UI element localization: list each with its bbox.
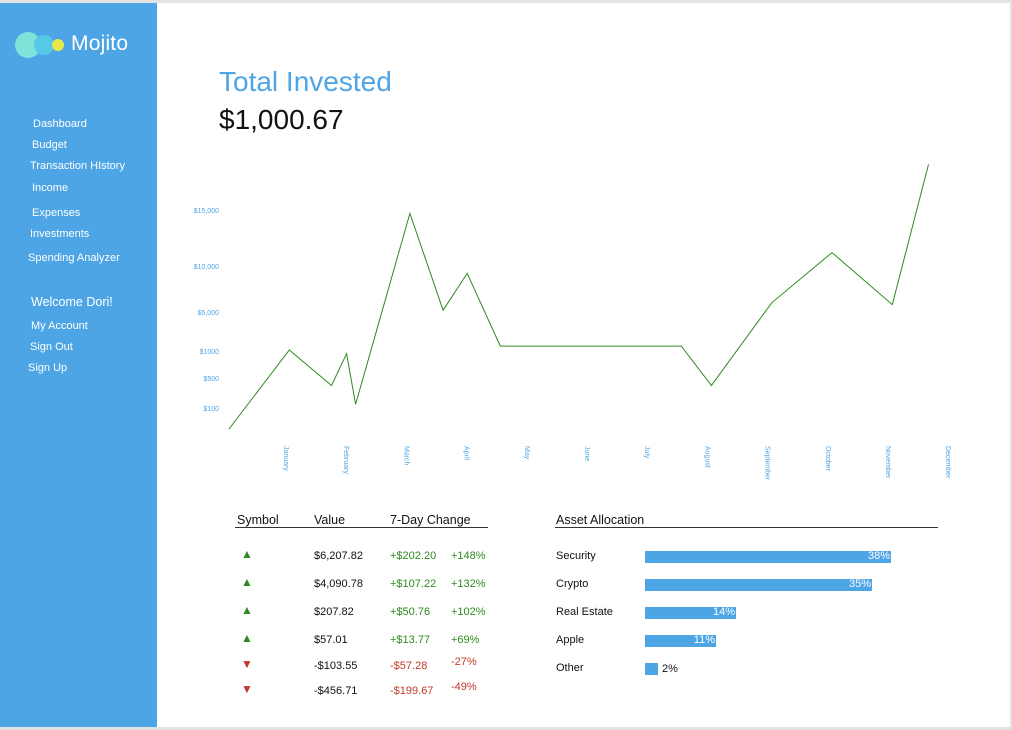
holdings-header-divider — [235, 527, 488, 528]
allocation-label: Real Estate — [556, 606, 613, 618]
app-window: Mojito Dashboard Budget Transaction HIst… — [0, 3, 1010, 727]
allocation-percent: 14% — [712, 606, 735, 618]
holding-value: $57.01 — [314, 634, 348, 646]
allocation-label: Security — [556, 550, 596, 562]
holding-change-percent: +148% — [451, 550, 486, 562]
holding-change: +$202.20 — [390, 550, 437, 562]
holding-change-percent: +102% — [451, 606, 486, 618]
up-arrow-icon: ▲ — [241, 631, 253, 645]
holding-change: -$199.67 — [390, 685, 434, 697]
header-7day-change: 7-Day Change — [390, 513, 471, 527]
x-tick-label: April — [463, 446, 470, 460]
investment-line-chart: $15,000 $10,000 $5,000 $1000 $500 $100 January… — [194, 164, 951, 481]
nav-sign-up[interactable]: Sign Up — [28, 362, 68, 374]
allocation-percent: 2% — [662, 663, 678, 675]
allocation-label: Apple — [556, 634, 585, 646]
x-tick-label: February — [342, 446, 349, 475]
asset-allocation-title: Asset Allocation — [556, 513, 645, 527]
x-tick-label: May — [523, 446, 530, 460]
nav-dashboard[interactable]: Dashboard — [33, 118, 87, 130]
header-value: Value — [314, 513, 346, 527]
holding-value: $207.82 — [314, 606, 354, 618]
holding-value: $6,207.82 — [314, 550, 363, 562]
page-title: Total Invested — [219, 66, 392, 97]
nav-sign-out[interactable]: Sign Out — [30, 341, 73, 353]
x-tick-label: March — [402, 446, 409, 466]
y-tick-label: $500 — [203, 376, 219, 383]
holding-change: +$107.22 — [390, 578, 437, 590]
y-tick-label: $1000 — [200, 349, 220, 356]
holding-change-percent: +132% — [451, 578, 486, 590]
x-tick-label: August — [703, 446, 710, 468]
welcome-message: Welcome Dori! — [31, 295, 113, 309]
x-tick-label: January — [282, 446, 289, 471]
x-tick-label: November — [884, 446, 891, 479]
nav-income[interactable]: Income — [32, 182, 69, 194]
nav-spending-analyzer[interactable]: Spending Analyzer — [28, 252, 120, 264]
nav-transaction-history[interactable]: Transaction HIstory — [30, 160, 125, 172]
holding-change-percent: -27% — [451, 656, 477, 668]
y-tick-label: $100 — [203, 406, 219, 413]
allocation-percent: 11% — [693, 634, 715, 646]
down-arrow-icon: ▼ — [241, 657, 253, 671]
allocation-bar — [645, 635, 716, 647]
up-arrow-icon: ▲ — [241, 603, 253, 617]
x-tick-label: September — [764, 446, 771, 481]
main-content: Total Invested $1,000.67 $15,000 $10,000 $… — [157, 3, 1010, 727]
allocation-percent: 35% — [848, 578, 871, 590]
sidebar: Mojito Dashboard Budget Transaction HIst… — [0, 3, 157, 727]
mojito-logo-icon — [15, 32, 64, 58]
allocation-percent: 38% — [867, 550, 890, 562]
y-tick-label: $15,000 — [194, 208, 219, 215]
x-tick-label: October — [824, 446, 831, 472]
allocation-label: Crypto — [556, 578, 589, 590]
holding-change: +$50.76 — [390, 606, 431, 618]
nav-expenses[interactable]: Expenses — [32, 207, 81, 219]
allocation-bar — [645, 579, 872, 591]
x-tick-label: July — [643, 446, 650, 459]
nav-investments[interactable]: Investments — [30, 228, 90, 240]
holding-value: $4,090.78 — [314, 578, 363, 590]
app-name: Mojito — [71, 32, 129, 55]
holding-change: +$13.77 — [390, 634, 431, 646]
holding-value: -$456.71 — [314, 685, 358, 697]
allocation-bar — [645, 551, 891, 563]
total-invested-amount: $1,000.67 — [219, 104, 344, 135]
nav-budget[interactable]: Budget — [32, 139, 67, 151]
allocation-label: Other — [556, 662, 584, 674]
holding-value: -$103.55 — [314, 660, 358, 672]
allocation-bar — [645, 663, 658, 675]
up-arrow-icon: ▲ — [241, 575, 253, 589]
down-arrow-icon: ▼ — [241, 682, 253, 696]
nav-my-account[interactable]: My Account — [31, 320, 88, 332]
header-symbol: Symbol — [237, 513, 279, 527]
x-tick-label: December — [944, 446, 951, 479]
y-tick-label: $10,000 — [194, 264, 219, 271]
allocation-bar — [645, 607, 736, 619]
holding-change-percent: -49% — [451, 681, 477, 693]
up-arrow-icon: ▲ — [241, 547, 253, 561]
x-tick-label: June — [583, 446, 590, 461]
series-line — [228, 164, 929, 430]
holding-change: -$57.28 — [390, 660, 428, 672]
allocation-header-divider — [555, 527, 938, 528]
holding-change-percent: +69% — [451, 634, 480, 646]
y-tick-label: $5,000 — [198, 310, 220, 317]
